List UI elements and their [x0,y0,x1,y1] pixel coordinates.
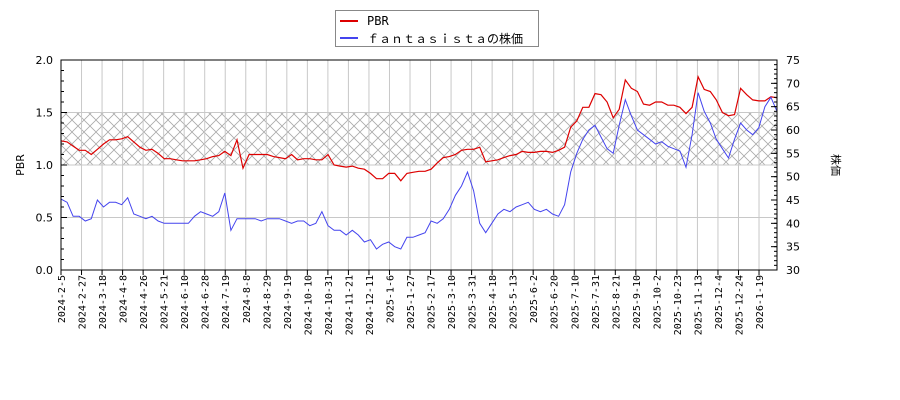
x-tick-label: 2025-3-10 [447,275,458,329]
right-axis-title: 株価 [829,154,843,176]
left-tick-label: 0.5 [36,212,54,225]
x-tick-label: 2025-6-20 [550,275,561,329]
right-tick-label: 70 [786,77,800,90]
x-tick-label: 2025-8-21 [611,275,622,329]
x-tick-label: 2024-4-8 [119,275,130,323]
stock-price-line [60,92,778,250]
right-tick-label: 75 [786,54,800,67]
x-tick-label: 2025-7-10 [570,275,581,329]
grid-lines [61,60,777,270]
x-tick-label: 2024-3-18 [98,275,109,329]
right-tick-label: 30 [786,264,800,277]
x-tick-label: 2025-3-31 [468,275,479,329]
x-tick-label: 2025-12-4 [714,275,725,329]
x-tick-label: 2024-6-10 [180,275,191,329]
legend-label-pbr: PBR [367,14,389,28]
x-tick-label: 2024-8-8 [242,275,253,323]
right-tick-label: 55 [786,147,800,160]
x-tick-label: 2025-1-6 [385,275,396,323]
x-tick-label: 2025-10-2 [652,275,663,329]
right-y-axis: 30 35 40 45 50 55 60 65 70 75 [771,54,800,277]
x-tick-label: 2025-11-13 [693,275,704,335]
x-tick-label: 2024-4-26 [139,275,150,329]
right-tick-label: 65 [786,101,800,114]
x-tick-label: 2025-7-31 [591,275,602,329]
right-tick-label: 35 [786,241,800,254]
x-tick-label: 2025-10-23 [673,275,684,335]
right-tick-label: 50 [786,171,800,184]
x-tick-label: 2025-2-17 [427,275,438,329]
left-tick-label: 0.0 [36,264,54,277]
legend-label-stock-price: ｆａｎｔａｓｉｓｔａの株価 [367,31,524,46]
x-tick-label: 2024-10-31 [324,275,335,335]
x-tick-label: 2024-11-21 [344,275,355,335]
legend: PBR ｆａｎｔａｓｉｓｔａの株価 [335,10,539,47]
plot-area [61,60,777,270]
x-tick-label: 2024-5-21 [160,275,171,329]
x-axis: 2024-2-5 2024-2-27 2024-3-18 2024-4-8 2024-4… [57,270,766,335]
x-tick-label: 2025-1-27 [406,275,417,329]
x-tick-label: 2024-6-28 [201,275,212,329]
left-y-axis: 0.0 0.5 1.0 1.5 2.0 [36,54,67,277]
pbr-line [60,74,778,182]
left-tick-label: 1.0 [36,159,54,172]
legend-item-pbr: PBR [340,13,389,29]
legend-item-stock-price: ｆａｎｔａｓｉｓｔａの株価 [340,30,523,46]
x-tick-label: 2024-2-5 [57,275,68,323]
x-tick-label: 2025-12-24 [734,275,745,335]
stock-price-swatch-icon [340,37,358,39]
x-tick-label: 2025-9-10 [632,275,643,329]
x-tick-label: 2026-1-19 [755,275,766,329]
x-tick-label: 2024-2-27 [78,275,89,329]
x-tick-label: 2025-4-18 [488,275,499,329]
right-tick-label: 45 [786,194,800,207]
pbr-swatch-icon [340,20,358,22]
left-tick-label: 2.0 [36,54,54,67]
x-tick-label: 2024-12-11 [365,275,376,335]
pbr-band-1-to-1.5 [61,112,777,165]
left-tick-label: 1.5 [36,107,54,120]
x-tick-label: 2025-6-2 [529,275,540,323]
x-tick-label: 2024-7-19 [221,275,232,329]
x-tick-label: 2025-5-13 [509,275,520,329]
x-tick-label: 2024-8-29 [262,275,273,329]
right-tick-label: 40 [786,217,800,230]
x-tick-label: 2024-10-10 [303,275,314,335]
x-tick-label: 2024-9-19 [283,275,294,329]
right-tick-label: 60 [786,124,800,137]
left-axis-title: PBR [14,154,27,176]
